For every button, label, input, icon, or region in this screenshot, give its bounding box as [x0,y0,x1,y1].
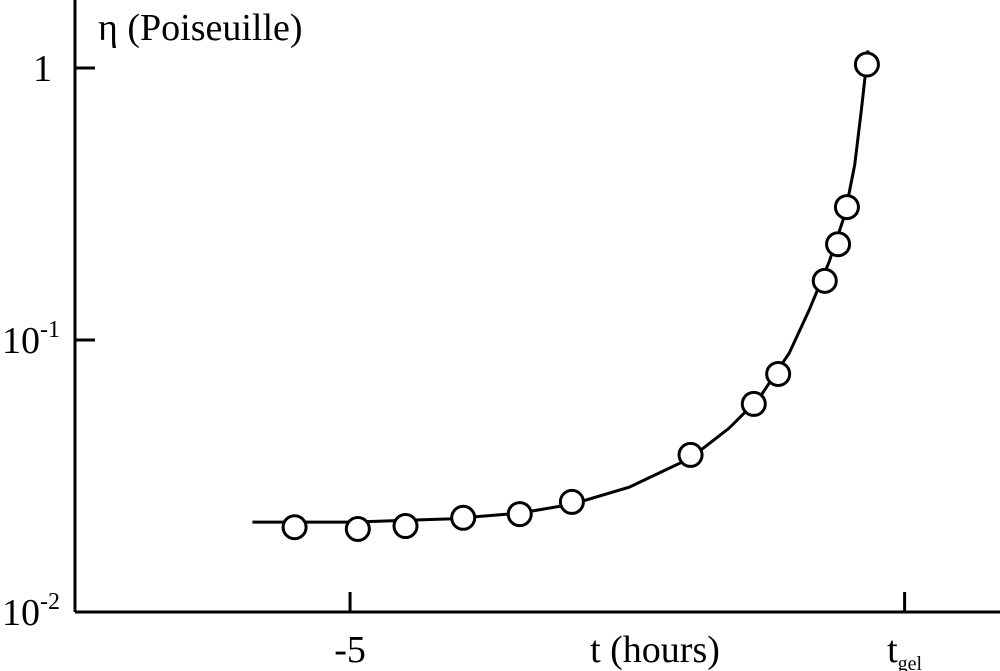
data-point [833,194,860,221]
x-axis-label: t (hours) [590,629,720,671]
data-point [392,513,419,540]
data-point [281,514,308,541]
y-tick-label-sup: -1 [40,317,60,343]
x-tick-label: -5 [334,629,366,671]
fit-curve [252,50,870,524]
x-tick-label: tgel [887,629,922,671]
y-tick-label: 1 [33,48,52,90]
y-tick-label: 10-2 [2,589,60,634]
data-point [558,488,585,515]
data-point [740,390,767,417]
data-point [677,441,704,468]
data-point [825,231,852,258]
y-tick-label-base: 10 [2,320,40,362]
data-point [344,515,371,542]
data-point [506,501,533,528]
y-tick-label-sup: -2 [40,589,60,615]
y-tick-label: 10-1 [2,317,60,362]
y-tick-label-base: 10 [2,592,40,634]
y-axis-label: η (Poiseuille) [98,7,303,49]
data-point [853,51,880,78]
data-point [765,360,792,387]
data-point [450,504,477,531]
data-point [811,267,838,294]
x-tick-label-sub: gel [898,653,923,671]
x-tick-label-base: t [887,629,898,671]
